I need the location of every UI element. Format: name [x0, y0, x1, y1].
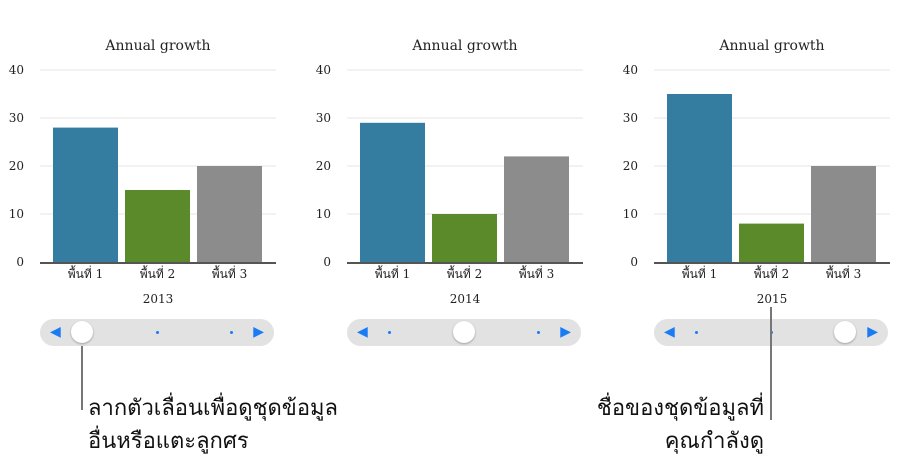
dataset-name: 2015 [756, 292, 788, 306]
y-tick-label: 20 [9, 159, 24, 173]
slider-thumb[interactable] [834, 321, 856, 343]
y-tick-label: 40 [316, 63, 331, 77]
next-arrow-icon[interactable]: ▶ [560, 324, 571, 340]
slider-step-dot[interactable] [229, 331, 233, 334]
slider-step-dot[interactable] [536, 331, 540, 334]
x-tick-label: พื้นที่ 1 [375, 265, 410, 281]
name-callout: ชื่อของชุดข้อมูลที่ คุณกำลังดู [597, 392, 764, 458]
y-tick-label: 10 [9, 207, 24, 221]
slider-thumb[interactable] [453, 321, 475, 343]
x-tick-label: พื้นที่ 1 [68, 265, 103, 281]
bar [197, 166, 262, 262]
slider-step-dot[interactable] [387, 331, 391, 334]
bar [667, 94, 732, 262]
y-tick-label: 30 [316, 111, 331, 125]
prev-arrow-icon[interactable]: ◀ [50, 324, 61, 340]
slider-callout: ลากตัวเลื่อนเพื่อดูชุดข้อมูล อื่นหรือแตะ… [88, 392, 338, 458]
bar [504, 156, 569, 262]
slider-step-dot[interactable] [694, 331, 698, 334]
x-tick-label: พื้นที่ 3 [826, 265, 861, 281]
name-callout-line [770, 307, 772, 420]
y-tick-label: 0 [323, 255, 331, 269]
chart-title: Annual growth [412, 38, 518, 54]
x-tick-label: พื้นที่ 1 [682, 265, 717, 281]
next-arrow-icon[interactable]: ▶ [253, 324, 264, 340]
x-tick-label: พื้นที่ 3 [212, 265, 247, 281]
slider-callout-line2: อื่นหรือแตะลูกศร [88, 429, 249, 454]
x-tick-label: พื้นที่ 3 [519, 265, 554, 281]
y-tick-label: 40 [623, 63, 638, 77]
prev-arrow-icon[interactable]: ◀ [357, 324, 368, 340]
slider-callout-line [81, 346, 83, 410]
slider-thumb[interactable] [71, 321, 93, 343]
y-tick-label: 30 [623, 111, 638, 125]
dataset-slider[interactable]: ◀ ▶ [40, 319, 274, 346]
slider-callout-line1: ลากตัวเลื่อนเพื่อดูชุดข้อมูล [88, 396, 339, 421]
bar-chart: 0 10 20 30 40 พื้นที่ 1 พื้นที่ 2 พื้นที่ 3 [9, 63, 276, 281]
y-tick-label: 0 [630, 255, 638, 269]
dataset-slider[interactable]: ◀ ▶ [347, 319, 581, 346]
x-tick-label: พื้นที่ 2 [447, 265, 482, 281]
bar [432, 214, 497, 262]
chart-panel: Annual growth 0 10 20 30 40 พื้นที่ 1 พื้นที่ … [307, 0, 607, 360]
bar-chart: 0 10 20 30 40 พื้นที่ 1 พื้นที่ 2 พื้นที่ 3 [623, 63, 890, 281]
bar [53, 127, 118, 262]
next-arrow-icon[interactable]: ▶ [867, 324, 878, 340]
chart-title: Annual growth [719, 38, 825, 54]
slider-step-dot[interactable] [155, 331, 159, 334]
y-tick-label: 10 [316, 207, 331, 221]
x-tick-label: พื้นที่ 2 [140, 265, 175, 281]
dataset-name: 2013 [142, 292, 174, 306]
x-tick-label: พื้นที่ 2 [754, 265, 789, 281]
name-callout-line2: คุณกำลังดู [664, 429, 764, 454]
chart-title: Annual growth [105, 38, 211, 54]
bar [360, 122, 425, 262]
chart-panel: Annual growth 0 10 20 30 40 พื้นที่ 1 พื้นที่ … [0, 0, 300, 360]
bar [125, 190, 190, 262]
dataset-name: 2014 [449, 292, 481, 306]
y-tick-label: 40 [9, 63, 24, 77]
y-tick-label: 0 [16, 255, 24, 269]
y-tick-label: 10 [623, 207, 638, 221]
bar [739, 223, 804, 262]
name-callout-line1: ชื่อของชุดข้อมูลที่ [596, 396, 764, 421]
y-tick-label: 30 [9, 111, 24, 125]
chart-panel: Annual growth 0 10 20 30 40 พื้นที่ 1 พื้นที่ … [614, 0, 904, 360]
y-tick-label: 20 [316, 159, 331, 173]
bar [811, 166, 876, 262]
y-tick-label: 20 [623, 159, 638, 173]
prev-arrow-icon[interactable]: ◀ [664, 324, 675, 340]
bar-chart: 0 10 20 30 40 พื้นที่ 1 พื้นที่ 2 พื้นที่ 3 [316, 63, 583, 281]
